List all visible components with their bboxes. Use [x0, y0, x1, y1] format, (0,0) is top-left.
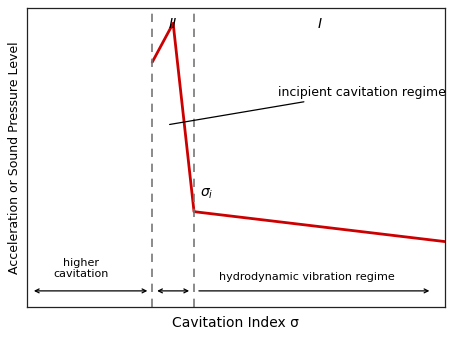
Text: $\sigma_i$: $\sigma_i$: [201, 187, 214, 201]
Text: II: II: [169, 17, 177, 31]
Text: hydrodynamic vibration regime: hydrodynamic vibration regime: [219, 272, 395, 283]
X-axis label: Cavitation Index σ: Cavitation Index σ: [173, 316, 299, 330]
Y-axis label: Acceleration or Sound Pressure Level: Acceleration or Sound Pressure Level: [9, 42, 21, 274]
Text: higher
cavitation: higher cavitation: [54, 258, 109, 279]
Text: incipient cavitation regime: incipient cavitation regime: [170, 86, 446, 124]
Text: I: I: [317, 17, 321, 31]
